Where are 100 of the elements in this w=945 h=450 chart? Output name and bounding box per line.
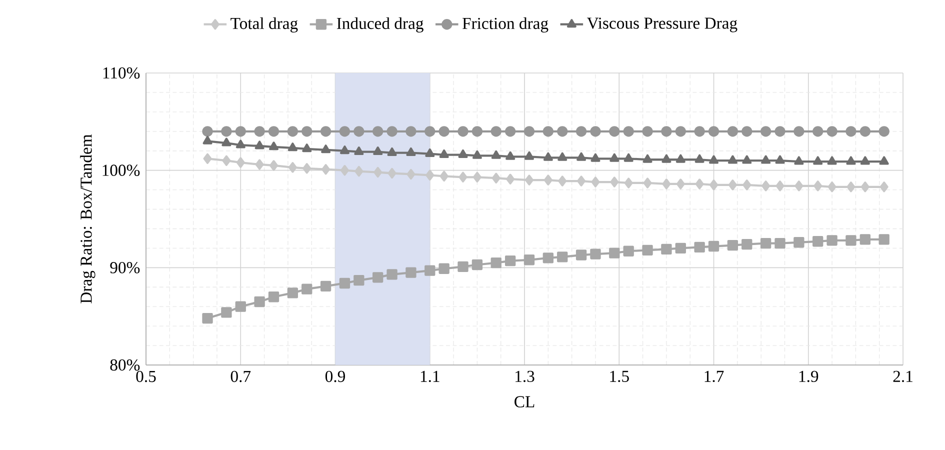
point <box>610 153 620 162</box>
point <box>662 178 671 190</box>
point <box>542 252 554 264</box>
point <box>661 126 672 137</box>
point <box>235 301 246 312</box>
point <box>236 157 245 168</box>
point <box>221 126 232 137</box>
point <box>472 126 483 137</box>
point <box>557 252 568 262</box>
point <box>609 126 620 137</box>
point <box>709 180 718 190</box>
point <box>372 272 384 283</box>
point <box>406 168 416 180</box>
point <box>860 182 870 192</box>
point <box>302 163 312 174</box>
point <box>320 280 332 292</box>
point <box>695 178 704 190</box>
point <box>424 126 436 137</box>
point <box>558 152 568 161</box>
point <box>339 278 350 289</box>
point <box>458 172 468 182</box>
x-tick-label: 0.7 <box>230 370 251 382</box>
point <box>322 164 330 175</box>
point <box>558 176 567 186</box>
point <box>254 296 265 308</box>
point <box>386 126 398 137</box>
point <box>524 151 534 160</box>
point <box>222 138 232 146</box>
point <box>794 180 804 192</box>
point <box>340 146 350 154</box>
point <box>662 154 672 163</box>
point <box>623 246 634 256</box>
x-tick-label: 0.5 <box>136 370 156 382</box>
point <box>269 160 278 171</box>
point <box>202 312 213 324</box>
point <box>354 274 364 286</box>
point <box>727 240 738 251</box>
point <box>694 154 704 163</box>
point <box>826 126 838 137</box>
point <box>372 126 384 137</box>
point <box>268 292 280 302</box>
point <box>708 240 720 252</box>
point <box>576 250 587 260</box>
point <box>694 242 705 253</box>
point <box>458 149 468 158</box>
point <box>623 126 634 137</box>
point <box>320 126 332 137</box>
point <box>742 180 752 190</box>
point <box>386 269 398 280</box>
point <box>661 244 672 255</box>
point <box>268 126 280 137</box>
point <box>742 126 752 137</box>
point <box>221 307 232 318</box>
point <box>827 156 837 165</box>
point <box>439 149 449 158</box>
x-tick-label: 0.9 <box>325 370 345 382</box>
point <box>675 242 686 254</box>
y-tick-label: 100% <box>102 164 140 176</box>
point <box>760 238 772 249</box>
point <box>440 170 448 182</box>
point <box>458 261 468 272</box>
point <box>878 234 890 245</box>
point <box>492 172 500 184</box>
point <box>794 237 804 248</box>
point <box>794 156 804 165</box>
point <box>504 256 516 266</box>
point <box>728 155 738 164</box>
y-tick-label: 80% <box>110 359 140 371</box>
point <box>774 126 786 137</box>
point <box>762 180 770 192</box>
point <box>577 176 586 186</box>
point <box>288 162 297 173</box>
point <box>236 140 246 148</box>
point <box>254 140 264 150</box>
point <box>643 178 652 188</box>
point <box>438 263 450 274</box>
x-tick-label: 1.7 <box>704 370 724 382</box>
point <box>203 153 212 164</box>
point <box>524 126 535 137</box>
point <box>760 126 772 137</box>
point <box>268 142 279 150</box>
point <box>255 159 264 170</box>
point <box>490 257 502 268</box>
point <box>776 180 784 192</box>
point <box>472 150 482 159</box>
point <box>813 156 823 165</box>
point <box>340 165 349 176</box>
point <box>490 126 502 137</box>
point <box>406 147 416 156</box>
point <box>879 156 889 165</box>
point <box>708 155 719 164</box>
point <box>472 259 483 270</box>
point <box>576 126 587 137</box>
point <box>610 176 619 188</box>
point <box>302 144 312 152</box>
point <box>846 182 856 192</box>
legend-label: Friction drag <box>462 17 548 32</box>
point <box>860 234 870 245</box>
point <box>506 174 515 184</box>
point <box>814 180 822 192</box>
